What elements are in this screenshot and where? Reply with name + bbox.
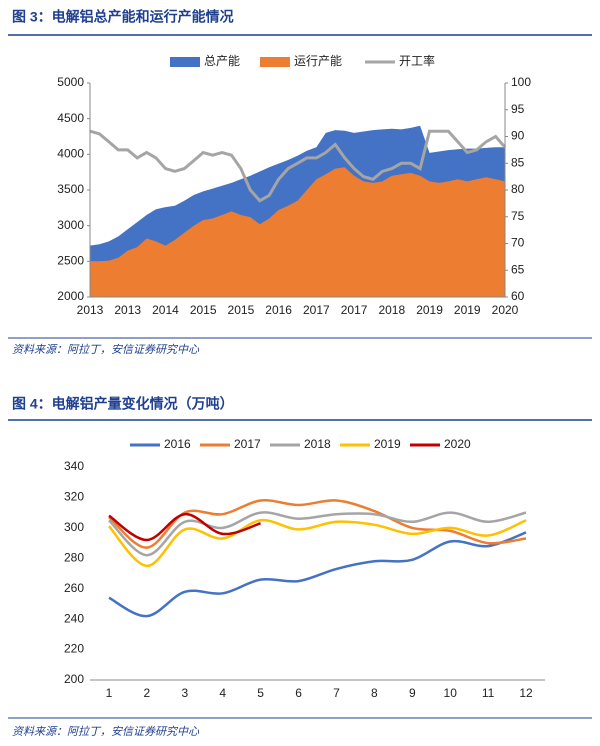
y-tick-label: 280 — [64, 550, 84, 564]
x-tick-label: 2018 — [378, 303, 405, 317]
y2-tick-label: 80 — [511, 182, 525, 196]
y-tick-label: 2000 — [57, 289, 84, 303]
x-tick-label: 2013 — [77, 303, 104, 317]
legend-label: 2016 — [164, 437, 191, 451]
figure-title: 图 4：电解铝产量变化情况（万吨） — [12, 396, 234, 412]
y2-tick-label: 70 — [511, 236, 525, 250]
y2-tick-label: 95 — [511, 102, 525, 116]
x-tick-label: 2019 — [416, 303, 443, 317]
x-tick-label: 8 — [371, 686, 378, 700]
y-tick-label: 2500 — [57, 254, 84, 268]
x-tick-label: 2019 — [454, 303, 481, 317]
x-tick-label: 2020 — [492, 303, 519, 317]
line — [108, 511, 527, 557]
x-tick-label: 1 — [106, 686, 113, 700]
x-tick-label: 12 — [519, 686, 533, 700]
y-tick-label: 3000 — [57, 218, 84, 232]
y-tick-label: 4000 — [57, 147, 84, 161]
y-tick-label: 220 — [64, 642, 84, 656]
x-tick-label: 2 — [144, 686, 151, 700]
line — [108, 531, 527, 618]
x-tick-label: 2015 — [228, 303, 255, 317]
y2-tick-label: 65 — [511, 262, 525, 276]
y-tick-label: 320 — [64, 490, 84, 504]
x-tick-label: 2013 — [114, 303, 141, 317]
x-tick-label: 3 — [181, 686, 188, 700]
y-tick-label: 300 — [64, 520, 84, 534]
figure-title: 图 3：电解铝总产能和运行产能情况 — [12, 9, 234, 25]
y2-tick-label: 90 — [511, 129, 525, 143]
x-tick-label: 4 — [219, 686, 226, 700]
line — [108, 512, 261, 542]
y-tick-label: 200 — [64, 672, 84, 686]
x-tick-label: 2016 — [265, 303, 292, 317]
source-note: 资料来源：阿拉丁，安信证券研究中心 — [12, 343, 200, 356]
x-tick-label: 2015 — [190, 303, 217, 317]
line — [89, 129, 507, 203]
legend-label: 2019 — [374, 437, 401, 451]
x-tick-label: 6 — [295, 686, 302, 700]
y-tick-label: 340 — [64, 459, 84, 473]
x-tick-label: 10 — [444, 686, 458, 700]
line — [108, 518, 527, 568]
legend-swatch — [170, 57, 200, 67]
y-tick-label: 4500 — [57, 111, 84, 125]
legend-label: 开工率 — [399, 53, 435, 68]
y-tick-label: 5000 — [57, 75, 84, 89]
legend-swatch — [260, 57, 290, 67]
x-tick-label: 2017 — [303, 303, 330, 317]
x-tick-label: 11 — [482, 686, 495, 700]
legend-label: 2020 — [444, 437, 471, 451]
y-tick-label: 3500 — [57, 182, 84, 196]
x-tick-label: 7 — [333, 686, 340, 700]
area — [90, 167, 505, 297]
x-tick-label: 2017 — [341, 303, 368, 317]
x-tick-label: 5 — [257, 686, 264, 700]
legend-label: 2018 — [304, 437, 331, 451]
y2-tick-label: 85 — [511, 155, 525, 169]
y-tick-label: 240 — [64, 611, 84, 625]
legend-label: 总产能 — [204, 54, 240, 68]
x-tick-label: 9 — [409, 686, 416, 700]
source-note: 资料来源：阿拉丁，安信证券研究中心 — [12, 725, 200, 738]
x-tick-label: 2014 — [152, 303, 179, 317]
y2-tick-label: 60 — [511, 289, 525, 303]
legend-label: 运行产能 — [294, 54, 342, 68]
legend-label: 2017 — [234, 437, 261, 451]
y2-tick-label: 100 — [511, 75, 531, 89]
y2-tick-label: 75 — [511, 209, 525, 223]
y-tick-label: 260 — [64, 581, 84, 595]
